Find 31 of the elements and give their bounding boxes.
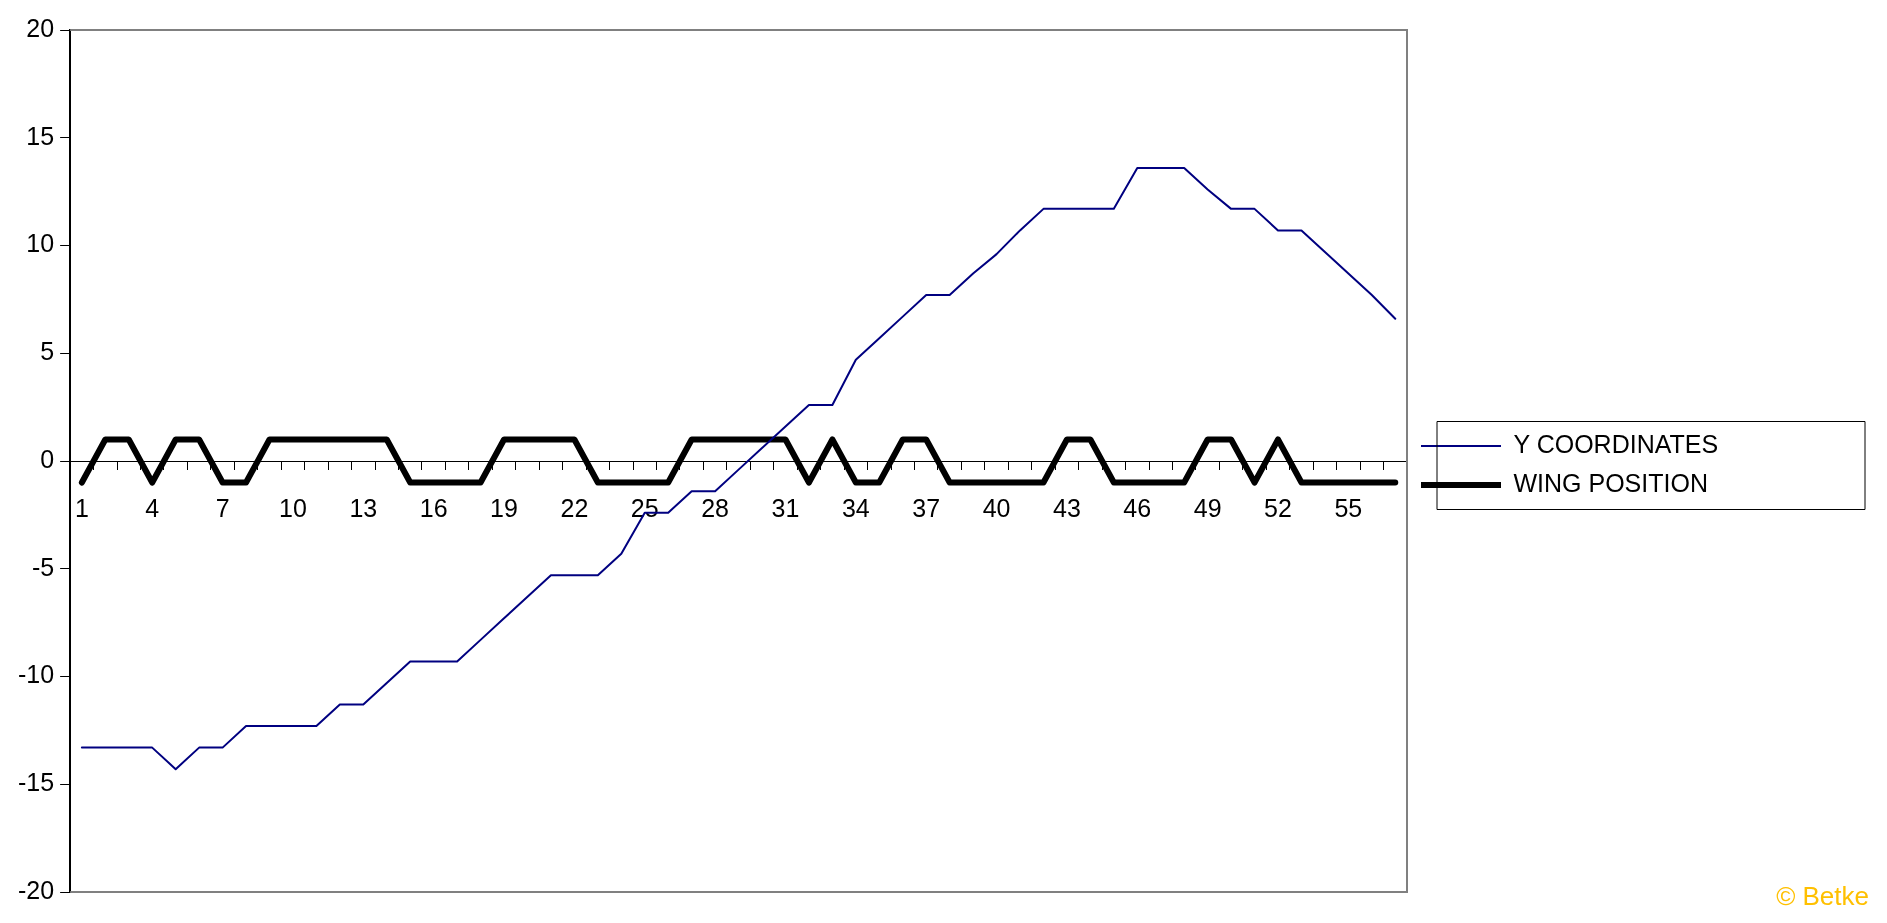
x-tick-label: 52: [1264, 493, 1292, 522]
x-tick-label: 7: [215, 493, 230, 522]
y-tick-label: 20: [26, 13, 55, 42]
x-tick-label: 22: [560, 493, 589, 522]
x-tick-label: 46: [1123, 493, 1152, 522]
x-tick-label: 31: [771, 493, 800, 522]
x-tick-label: 13: [349, 493, 378, 522]
x-tick-label: 10: [279, 493, 307, 522]
x-tick-label: 34: [841, 493, 870, 522]
y-tick-label: -10: [17, 660, 55, 689]
legend-label: Y COORDINATES: [1513, 429, 1719, 458]
x-tick-label: 16: [419, 493, 448, 522]
x-tick-label: 37: [912, 493, 941, 522]
y-tick-label: 0: [40, 444, 55, 473]
x-tick-label: 1: [74, 493, 89, 522]
text: © Betke: [1776, 881, 1869, 912]
x-tick-label: 49: [1193, 493, 1222, 522]
x-tick-label: 55: [1334, 493, 1363, 522]
y-tick-label: 5: [40, 337, 55, 366]
x-tick-label: 43: [1053, 493, 1081, 522]
x-tick-label: 25: [630, 493, 659, 522]
y-tick-label: -20: [17, 875, 55, 904]
y-tick-label: 15: [26, 121, 55, 150]
y-tick-label: -5: [31, 552, 55, 581]
y-tick-label: -15: [17, 768, 55, 797]
x-tick-label: 28: [701, 493, 730, 522]
x-tick-label: 19: [490, 493, 518, 522]
legend-label: WING POSITION: [1513, 468, 1708, 497]
x-tick-label: 4: [145, 493, 160, 522]
x-tick-label: 40: [982, 493, 1011, 522]
y-tick-label: 10: [26, 229, 55, 258]
